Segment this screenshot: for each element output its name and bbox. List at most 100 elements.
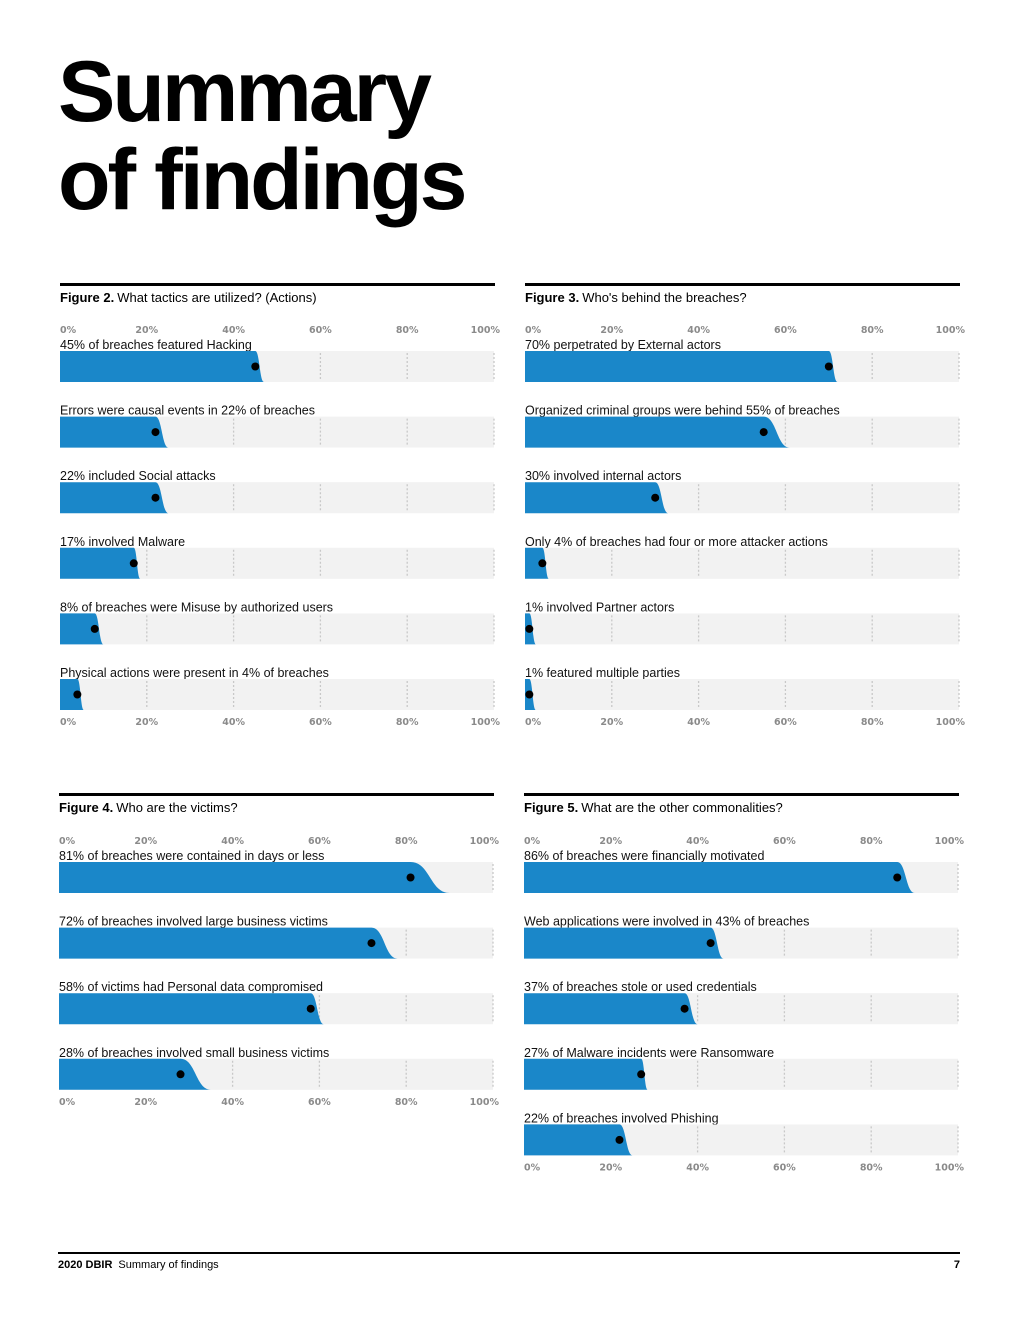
figure-4-rule (59, 793, 494, 796)
bar (524, 862, 915, 893)
bar-point (151, 493, 160, 502)
top-axis-tick-label: 20% (135, 325, 158, 336)
bar-label: Organized criminal groups were behind 55… (525, 404, 840, 418)
figure-5-chart: 0% 20% 40% 60% 80% 100% 86% of breaches were f… (524, 836, 965, 1173)
figure-5-caption-text: What are the other commonalities? (581, 800, 783, 815)
bar-label: Only 4% of breaches had four or more att… (525, 535, 828, 549)
figure-5-caption: Figure 5. What are the other commonalitie… (524, 800, 783, 815)
bottom-axis-tick-label: 100% (935, 1162, 965, 1173)
bar-point (893, 873, 902, 882)
bottom-axis-tick-label: 80% (395, 1097, 418, 1108)
figure-2-caption-text: What tactics are utilized? (Actions) (117, 290, 317, 305)
figure-3-caption-text: Who's behind the breaches? (582, 290, 747, 305)
page-title: Summary of findings (58, 44, 467, 224)
top-axis-tick-label: 80% (860, 836, 883, 847)
top-axis-tick-label: 40% (222, 325, 245, 336)
bar-label: 17% involved Malware (60, 535, 185, 549)
figure-3-caption: Figure 3. Who's behind the breaches? (525, 290, 747, 305)
bottom-axis-tick-label: 20% (600, 717, 623, 728)
top-axis-tick-label: 20% (600, 325, 623, 336)
bar-label: 58% of victims had Personal data comprom… (59, 980, 323, 994)
bottom-axis-tick-label: 20% (134, 1097, 157, 1108)
bar-point (367, 939, 376, 948)
bar-point (680, 1004, 689, 1013)
top-axis-tick-label: 60% (309, 325, 332, 336)
bar-label: Web applications were involved in 43% of… (524, 915, 809, 929)
top-axis-tick-label: 80% (861, 325, 884, 336)
bar-point (706, 939, 715, 948)
figure-3-number: Figure 3. (525, 290, 580, 305)
bar (59, 993, 324, 1025)
bottom-axis-tick-label: 100% (470, 1097, 500, 1108)
figure-4-chart: 0% 20% 40% 60% 80% 100% 81% of breaches were c… (59, 836, 500, 1108)
footer-report: 2020 DBIR (58, 1259, 113, 1271)
bar (59, 1058, 211, 1090)
bar-label: 70% perpetrated by External actors (525, 338, 721, 352)
bar-point (525, 624, 534, 633)
footer: 2020 DBIR Summary of findings (58, 1259, 219, 1271)
top-axis-tick-label: 100% (470, 836, 500, 847)
top-axis-tick-label: 100% (936, 325, 966, 336)
bottom-axis-tick-label: 0% (525, 717, 542, 728)
figure-5-rule (524, 793, 959, 796)
bar (60, 613, 104, 645)
bar (524, 1058, 648, 1090)
top-axis-tick-label: 0% (60, 325, 77, 336)
bar (60, 482, 169, 514)
bar-point (406, 873, 415, 882)
bar-label: 37% of breaches stole or used credential… (524, 980, 757, 994)
top-axis-tick-label: 100% (935, 836, 965, 847)
bar-track (525, 613, 959, 645)
bar (60, 679, 84, 710)
bar-point (151, 428, 160, 437)
bar-point (651, 493, 660, 502)
bottom-axis-tick-label: 60% (308, 1097, 331, 1108)
bottom-axis-tick-label: 20% (599, 1162, 622, 1173)
bar-label: 1% featured multiple parties (525, 666, 680, 680)
bar-label: 27% of Malware incidents were Ransomware (524, 1046, 774, 1060)
footer-section: Summary of findings (118, 1259, 219, 1271)
bottom-axis-tick-label: 20% (135, 717, 158, 728)
figure-4-number: Figure 4. (59, 800, 114, 815)
bar-point (73, 690, 82, 699)
top-axis-tick-label: 20% (599, 836, 622, 847)
page-title-line1: Summary (58, 44, 432, 140)
bottom-axis-tick-label: 40% (687, 717, 710, 728)
bar-point (538, 559, 547, 568)
figure-5-number: Figure 5. (524, 800, 579, 815)
bar-label: Physical actions were present in 4% of b… (60, 666, 329, 680)
bar-point (615, 1135, 624, 1144)
bar-label: 1% involved Partner actors (525, 600, 674, 614)
top-axis-tick-label: 40% (221, 836, 244, 847)
bottom-axis-tick-label: 0% (60, 717, 77, 728)
bottom-axis-tick-label: 80% (396, 717, 419, 728)
bar-point (90, 624, 99, 633)
bar-point (306, 1004, 315, 1013)
bottom-axis-tick-label: 60% (309, 717, 332, 728)
bar-track (525, 547, 959, 579)
top-axis-tick-label: 60% (308, 836, 331, 847)
bar-label: 45% of breaches featured Hacking (60, 338, 252, 352)
bar-point (129, 559, 138, 568)
bar-label: Errors were causal events in 22% of brea… (60, 404, 315, 418)
bar-point (176, 1070, 185, 1079)
figure-4-caption: Figure 4. Who are the victims? (59, 800, 238, 815)
bar-label: 8% of breaches were Misuse by authorized… (60, 600, 333, 614)
bar-label: 30% involved internal actors (525, 469, 681, 483)
bottom-axis-tick-label: 60% (773, 1162, 796, 1173)
top-axis-tick-label: 40% (687, 325, 710, 336)
bottom-axis-tick-label: 80% (861, 717, 884, 728)
bar (60, 547, 141, 579)
bar (524, 993, 698, 1025)
top-axis-tick-label: 80% (396, 325, 419, 336)
bar-label: 22% of breaches involved Phishing (524, 1111, 719, 1125)
bottom-axis-tick-label: 40% (686, 1162, 709, 1173)
footer-rule (58, 1252, 960, 1254)
figure-2-caption: Figure 2. What tactics are utilized? (Act… (60, 290, 317, 305)
bar (60, 351, 264, 382)
figure-2-chart: 0% 20% 40% 60% 80% 100% 45% of breaches featur… (60, 325, 500, 728)
top-axis-tick-label: 0% (525, 325, 542, 336)
page-number: 7 (953, 1259, 960, 1271)
top-axis-tick-label: 0% (524, 836, 541, 847)
bottom-axis-tick-label: 100% (936, 717, 966, 728)
